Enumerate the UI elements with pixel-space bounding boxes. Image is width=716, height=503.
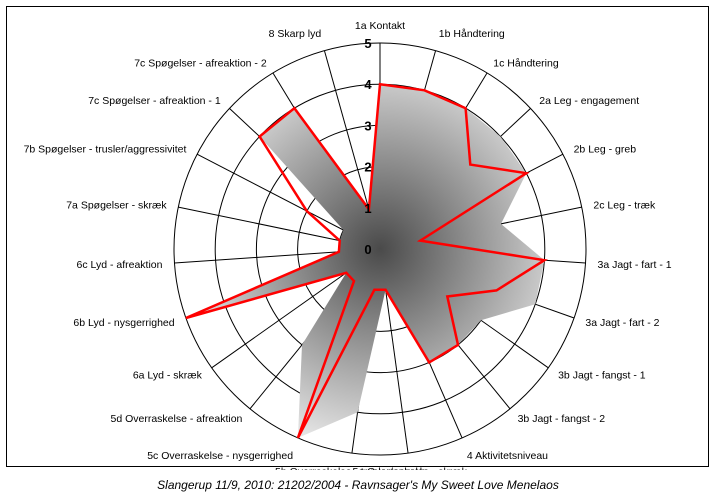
radar-chart: 0 1 2 3 4 5 1a Kontakt 1b Håndtering 1c Håndter… (24, 20, 672, 470)
category-label: 2b Leg - greb (574, 144, 637, 156)
series-line (185, 82, 548, 439)
chart-caption: Slangerup 11/9, 2010: 21202/2004 - Ravns… (157, 478, 559, 492)
category-label: 5d Overraskelse - afreaktion (110, 413, 242, 425)
series-fill-layer (185, 84, 545, 438)
category-label: 7c Spøgelser - afreaktion - 1 (88, 95, 221, 107)
category-label: 6a Lyd - skræk (133, 370, 203, 382)
category-label: 3b Jagt - fangst - 1 (558, 370, 646, 382)
category-label: 5b Overraskelse - trusler/angreb (275, 466, 426, 470)
category-label: 1a Kontakt (355, 20, 405, 32)
category-label: 5a Overraskelse - skræk (353, 466, 468, 470)
tick-label: 1 (364, 201, 371, 216)
category-label: 7b Spøgelser - trusler/aggressivitet (24, 144, 187, 156)
category-label: 4 Aktivitetsniveau (467, 450, 548, 462)
category-label: 7c Spøgelser - afreaktion - 2 (134, 58, 267, 70)
series-area (185, 84, 545, 438)
tick-label: 3 (364, 118, 371, 133)
category-label: 3a Jagt - fart - 1 (598, 259, 672, 271)
category-label: 1b Håndtering (439, 28, 505, 40)
tick-label: 2 (364, 160, 371, 175)
category-label: 8 Skarp lyd (269, 28, 322, 40)
tick-label: 0 (364, 242, 371, 257)
category-label: 3b Jagt - fangst - 2 (518, 413, 606, 425)
tick-label: 4 (364, 77, 372, 92)
category-label: 7a Spøgelser - skræk (66, 200, 167, 212)
category-label: 1c Håndtering (493, 58, 559, 70)
category-label: 2a Leg - engagement (539, 95, 639, 107)
category-label: 5c Overraskelse - nysgerrighed (147, 450, 293, 462)
tick-label: 5 (364, 36, 371, 51)
category-label: 2c Leg - træk (593, 200, 656, 212)
radial-axis-ticks: 0 1 2 3 4 5 (364, 36, 372, 257)
category-label: 6b Lyd - nysgerrighed (73, 317, 174, 329)
category-labels: 1a Kontakt 1b Håndtering 1c Håndtering 2a L… (24, 20, 672, 470)
category-label: 3a Jagt - fart - 2 (585, 317, 659, 329)
category-label: 6c Lyd - afreaktion (77, 259, 163, 271)
series-line-layer (185, 82, 548, 439)
